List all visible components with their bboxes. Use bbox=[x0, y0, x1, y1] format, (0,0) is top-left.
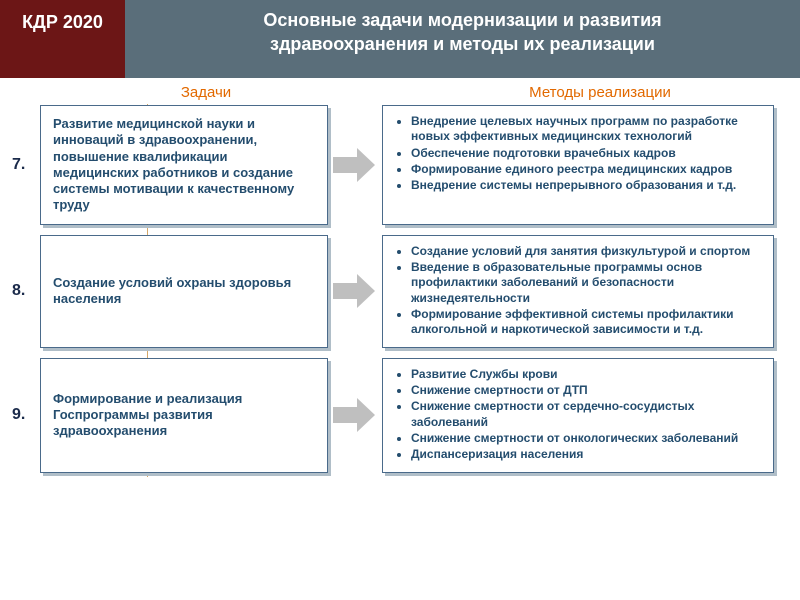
task-box: Развитие медицинской науки и инноваций в… bbox=[40, 105, 328, 225]
method-item: Создание условий для занятия физкультуро… bbox=[411, 244, 763, 259]
header: КДР 2020 Основные задачи модернизации и … bbox=[0, 0, 800, 78]
diagram-row: 9. Формирование и реализация Госпрограмм… bbox=[6, 358, 794, 473]
method-item: Формирование единого реестра медицинских… bbox=[411, 162, 763, 177]
method-box: Создание условий для занятия физкультуро… bbox=[382, 235, 774, 348]
arrow-col bbox=[328, 105, 382, 225]
method-item: Снижение смертности от ДТП bbox=[411, 383, 763, 398]
method-item: Введение в образовательные программы осн… bbox=[411, 260, 763, 306]
diagram-row: 8. Создание условий охраны здоровья насе… bbox=[6, 235, 794, 348]
method-item: Формирование эффективной системы профила… bbox=[411, 307, 763, 338]
method-list: Внедрение целевых научных программ по ра… bbox=[389, 114, 763, 194]
row-number: 9. bbox=[6, 358, 40, 473]
title-line-2: здравоохранения и методы их реализации bbox=[270, 34, 655, 54]
method-item: Снижение смертности от сердечно-сосудист… bbox=[411, 399, 763, 430]
arrow-right-icon bbox=[333, 274, 377, 308]
arrow-col bbox=[328, 235, 382, 348]
row-number: 7. bbox=[6, 105, 40, 225]
col-header-methods: Методы реализации bbox=[366, 84, 794, 101]
method-item: Внедрение целевых научных программ по ра… bbox=[411, 114, 763, 145]
diagram-row: 7. Развитие медицинской науки и инноваци… bbox=[6, 105, 794, 225]
task-text: Создание условий охраны здоровья населен… bbox=[53, 275, 315, 308]
content-area: Задачи Методы реализации 7. Развитие мед… bbox=[0, 78, 800, 473]
method-list: Развитие Службы крови Снижение смертност… bbox=[389, 367, 763, 463]
task-text: Формирование и реализация Госпрограммы р… bbox=[53, 391, 315, 440]
method-item: Развитие Службы крови bbox=[411, 367, 763, 382]
task-text: Развитие медицинской науки и инноваций в… bbox=[53, 116, 315, 214]
task-box: Создание условий охраны здоровья населен… bbox=[40, 235, 328, 348]
header-badge: КДР 2020 bbox=[0, 0, 125, 78]
method-item: Внедрение системы непрерывного образован… bbox=[411, 178, 763, 193]
page-title: Основные задачи модернизации и развития … bbox=[125, 0, 800, 78]
method-item: Диспансеризация населения bbox=[411, 447, 763, 462]
method-list: Создание условий для занятия физкультуро… bbox=[389, 244, 763, 338]
row-number: 8. bbox=[6, 235, 40, 348]
task-box: Формирование и реализация Госпрограммы р… bbox=[40, 358, 328, 473]
col-header-tasks: Задачи bbox=[6, 84, 366, 101]
method-box: Развитие Службы крови Снижение смертност… bbox=[382, 358, 774, 473]
arrow-right-icon bbox=[333, 148, 377, 182]
column-headers: Задачи Методы реализации bbox=[6, 84, 794, 101]
method-item: Обеспечение подготовки врачебных кадров bbox=[411, 146, 763, 161]
method-item: Снижение смертности от онкологических за… bbox=[411, 431, 763, 446]
arrow-right-icon bbox=[333, 398, 377, 432]
arrow-col bbox=[328, 358, 382, 473]
method-box: Внедрение целевых научных программ по ра… bbox=[382, 105, 774, 225]
title-line-1: Основные задачи модернизации и развития bbox=[263, 10, 661, 30]
